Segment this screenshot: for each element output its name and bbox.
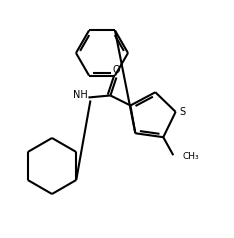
Text: NH: NH [73,90,88,100]
Text: CH₃: CH₃ [182,152,199,161]
Text: S: S [179,107,186,117]
Text: O: O [113,65,120,75]
